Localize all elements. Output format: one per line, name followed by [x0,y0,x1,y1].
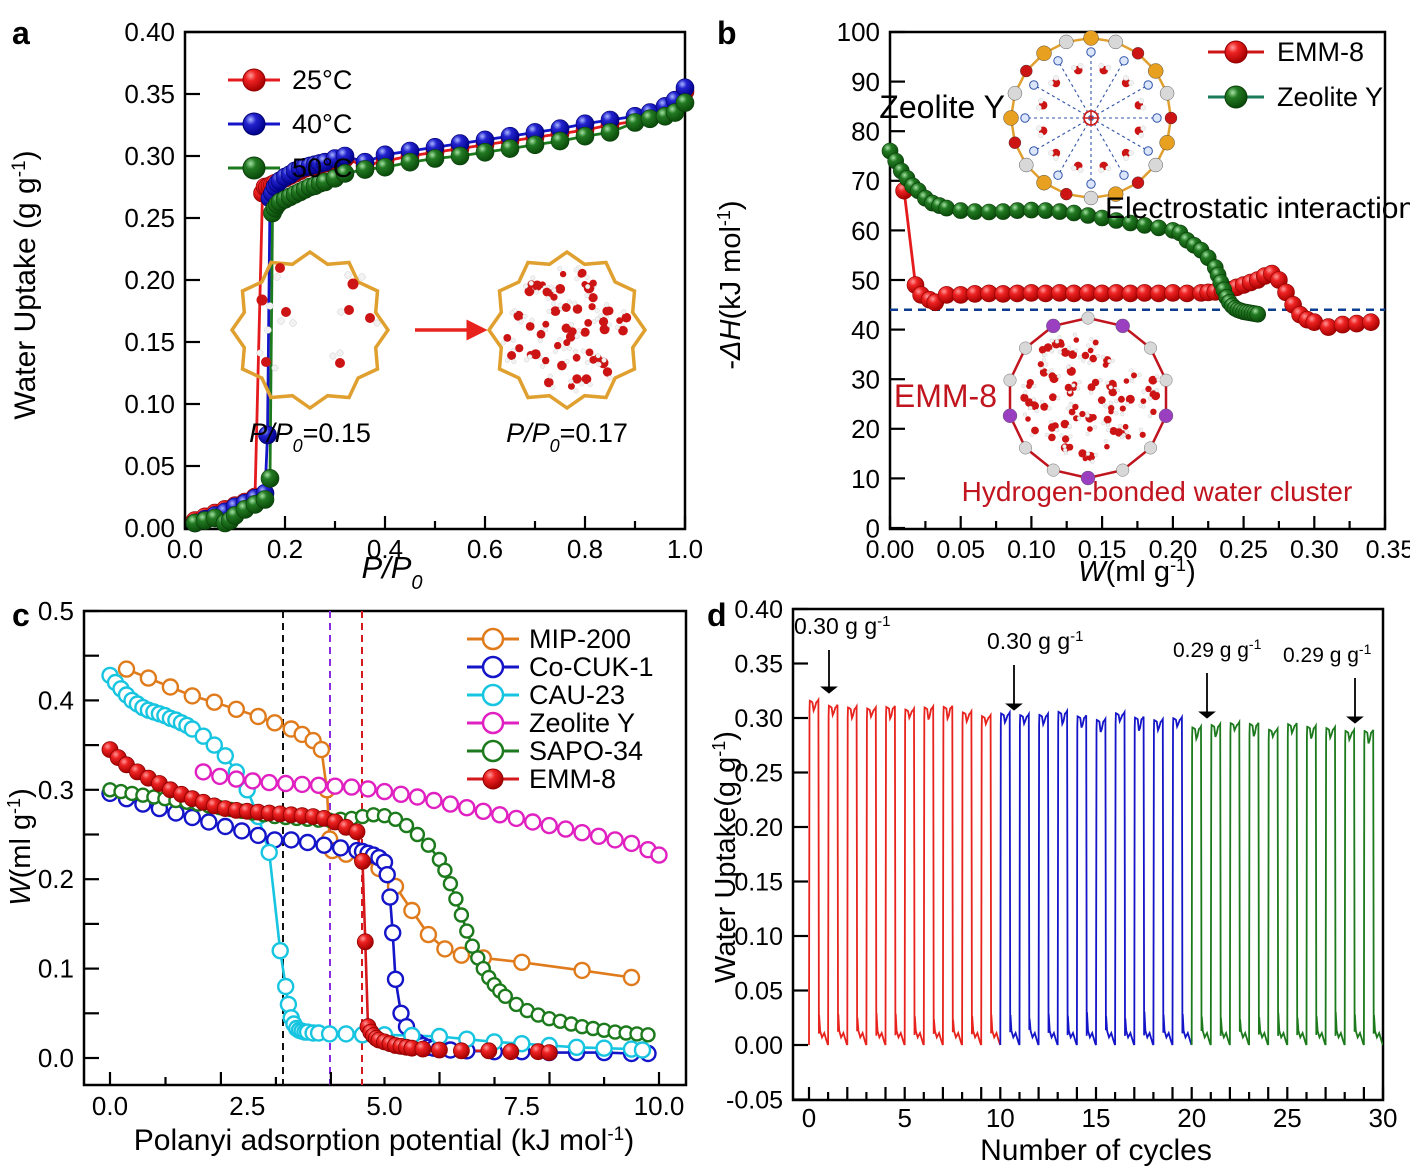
svg-text:1.0: 1.0 [667,534,703,564]
svg-text:0.10: 0.10 [124,389,175,419]
svg-text:0.05: 0.05 [936,536,985,564]
svg-text:0.6: 0.6 [467,534,503,564]
svg-text:b: b [717,15,737,51]
svg-text:20: 20 [851,414,880,444]
svg-text:90: 90 [851,67,880,97]
svg-text:100: 100 [837,17,880,47]
svg-text:0.25: 0.25 [124,203,175,233]
svg-text:0.30 g g-1: 0.30 g g-1 [987,628,1083,655]
svg-text:10: 10 [851,464,880,494]
svg-text:0.0: 0.0 [92,1091,128,1121]
svg-text:50°C: 50°C [292,153,352,183]
svg-text:25°C: 25°C [292,65,352,95]
svg-text:W(ml g-1): W(ml g-1) [4,788,37,906]
svg-text:80: 80 [851,117,880,147]
svg-text:50: 50 [851,265,880,295]
svg-text:0.0: 0.0 [38,1043,74,1073]
svg-text:0.2: 0.2 [267,534,303,564]
svg-text:CAU-23: CAU-23 [529,680,625,710]
svg-text:0: 0 [802,1103,816,1133]
svg-text:Polanyi adsorption potential (: Polanyi adsorption potential (kJ mol-1) [134,1124,635,1158]
svg-text:Zeolite Y: Zeolite Y [1277,82,1383,112]
svg-text:0.30 g g-1: 0.30 g g-1 [794,613,890,640]
svg-text:P/P0=0.17: P/P0=0.17 [506,418,628,456]
svg-text:25: 25 [1273,1103,1302,1133]
svg-text:0.00: 0.00 [866,536,915,564]
svg-text:0.2: 0.2 [38,864,74,894]
svg-text:0.3: 0.3 [38,775,74,805]
svg-text:0.35: 0.35 [124,79,175,109]
svg-text:30: 30 [851,365,880,395]
svg-text:7.5: 7.5 [504,1091,540,1121]
svg-text:0.8: 0.8 [567,534,603,564]
svg-text:Co-CUK-1: Co-CUK-1 [529,652,654,682]
svg-text:0.40: 0.40 [734,596,783,624]
svg-text:0.00: 0.00 [734,1032,783,1060]
svg-text:0.25: 0.25 [1219,536,1268,564]
svg-text:70: 70 [851,166,880,196]
svg-text:EMM-8: EMM-8 [529,764,616,794]
svg-text:Electrostatic interaction: Electrostatic interaction [1105,192,1410,225]
svg-text:0.35: 0.35 [1366,536,1410,564]
svg-text:0.30: 0.30 [1290,536,1339,564]
svg-text:0.40: 0.40 [124,17,175,47]
svg-text:0.30: 0.30 [124,141,175,171]
svg-text:Water Uptake(g g-1): Water Uptake(g g-1) [709,731,742,983]
svg-text:0.35: 0.35 [734,651,783,679]
svg-text:Zeolite Y: Zeolite Y [529,708,635,738]
svg-text:0.10: 0.10 [1007,536,1056,564]
svg-text:Water Uptake (g g-1): Water Uptake (g g-1) [9,150,43,419]
svg-text:0.15: 0.15 [124,327,175,357]
svg-text:EMM-8: EMM-8 [1277,37,1364,67]
svg-text:5.0: 5.0 [366,1091,402,1121]
svg-text:Number of cycles: Number of cycles [980,1134,1212,1167]
svg-text:-ΔH(kJ mol-1): -ΔH(kJ mol-1) [714,200,747,369]
svg-text:0.4: 0.4 [38,685,74,715]
svg-text:5: 5 [897,1103,911,1133]
svg-text:0.0: 0.0 [167,534,203,564]
svg-text:40: 40 [851,315,880,345]
svg-text:0.1: 0.1 [38,954,74,984]
svg-text:SAPO-34: SAPO-34 [529,736,643,766]
svg-text:d: d [707,597,727,633]
svg-text:30: 30 [1369,1103,1398,1133]
svg-text:a: a [12,15,30,51]
svg-text:20: 20 [1177,1103,1206,1133]
svg-text:c: c [12,597,30,633]
svg-text:2.5: 2.5 [229,1091,265,1121]
svg-text:15: 15 [1082,1103,1111,1133]
svg-text:0.30: 0.30 [734,705,783,733]
svg-text:0.20: 0.20 [124,265,175,295]
svg-text:0.29 g g-1: 0.29 g g-1 [1173,636,1262,662]
svg-text:Hydrogen-bonded water cluster: Hydrogen-bonded water cluster [962,476,1353,507]
svg-text:-0.05: -0.05 [726,1087,783,1115]
svg-text:40°C: 40°C [292,109,352,139]
svg-text:10.0: 10.0 [634,1091,685,1121]
svg-text:0.5: 0.5 [38,596,74,626]
svg-text:10: 10 [986,1103,1015,1133]
svg-text:EMM-8: EMM-8 [894,378,997,414]
svg-text:Zeolite Y: Zeolite Y [879,89,1005,125]
svg-text:0.29 g g-1: 0.29 g g-1 [1283,641,1372,667]
svg-text:MIP-200: MIP-200 [529,624,631,654]
svg-text:0.05: 0.05 [124,451,175,481]
svg-text:60: 60 [851,216,880,246]
